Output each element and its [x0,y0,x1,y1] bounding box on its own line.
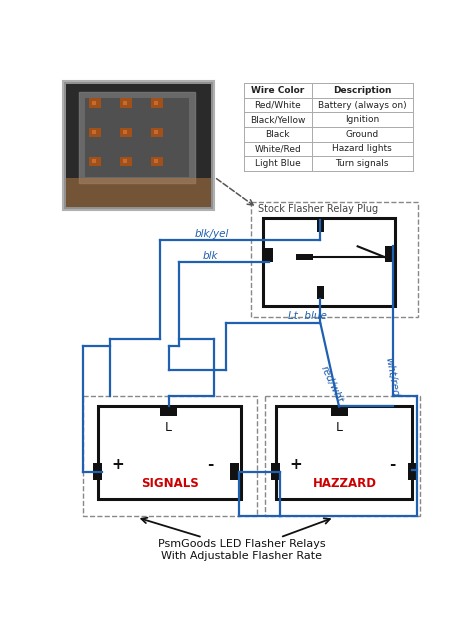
Bar [92,463,102,480]
Bar [408,463,417,480]
Bar [123,130,128,134]
Text: Red/White: Red/White [255,101,301,110]
Text: L: L [336,421,343,434]
Text: Turn signals: Turn signals [336,159,389,168]
Bar [120,128,132,137]
Bar [230,463,239,480]
Text: Wire Color: Wire Color [251,86,304,95]
Bar [265,248,273,262]
Text: Ignition: Ignition [345,115,379,124]
Bar [276,406,412,499]
Text: Black/Yellow: Black/Yellow [250,115,305,124]
Bar [89,99,101,108]
Bar [66,84,211,207]
Bar [264,397,419,516]
Bar [82,397,257,516]
Bar [160,408,177,417]
Bar [271,463,280,480]
Text: -: - [207,456,214,472]
Bar [317,220,324,233]
Text: Description: Description [333,86,392,95]
Bar [123,101,128,104]
Bar [120,99,132,108]
Text: Battery (always on): Battery (always on) [318,101,407,110]
Bar [98,406,241,499]
Bar [263,218,395,306]
Bar [154,130,158,134]
Text: blk: blk [202,251,218,262]
Text: -: - [389,456,396,472]
Bar [79,92,195,183]
Text: blk/yel: blk/yel [195,229,229,239]
Text: PsmGoods LED Flasher Relays: PsmGoods LED Flasher Relays [157,539,325,549]
Bar [151,128,163,137]
Bar [92,101,96,104]
Text: +: + [289,456,302,472]
Text: Hazard lights: Hazard lights [332,144,392,153]
Bar [154,160,158,163]
Bar [85,97,190,177]
Text: +: + [111,456,124,472]
Text: SIGNALS: SIGNALS [141,478,199,490]
Text: HAZZARD: HAZZARD [312,478,376,490]
Bar [385,246,392,262]
Bar [89,157,101,166]
Text: Ground: Ground [346,129,379,139]
Text: Lt. blue: Lt. blue [288,312,327,322]
Bar [330,408,347,417]
Bar [151,157,163,166]
Bar [296,254,313,260]
Text: Black: Black [265,129,290,139]
Text: red/wht: red/wht [319,365,345,405]
Text: With Adjustable Flasher Rate: With Adjustable Flasher Rate [161,551,322,561]
Text: L: L [165,421,172,434]
Text: Stock Flasher Relay Plug: Stock Flasher Relay Plug [258,204,378,214]
Text: wht/red: wht/red [383,356,400,398]
Text: White/Red: White/Red [255,144,301,153]
Text: Light Blue: Light Blue [255,159,301,168]
Bar [251,202,418,317]
Bar [92,130,96,134]
Bar [123,160,128,163]
Bar [154,101,158,104]
Bar [92,160,96,163]
Bar [89,128,101,137]
Bar [66,178,211,207]
Bar [63,81,214,210]
Bar [151,99,163,108]
Bar [317,287,324,299]
Bar [120,157,132,166]
